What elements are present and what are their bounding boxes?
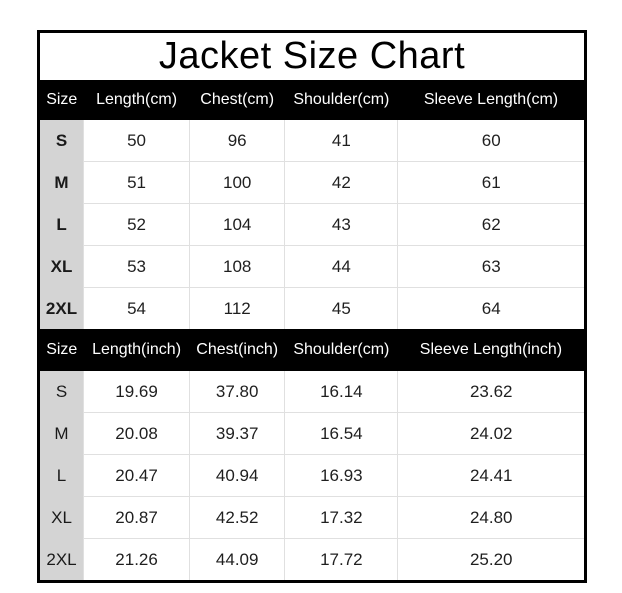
size-label-cell: M <box>40 412 84 455</box>
column-header: Shoulder(cm) <box>284 80 398 120</box>
table-row: S 50 96 41 60 <box>40 120 584 162</box>
size-label-cell: L <box>40 203 84 246</box>
table-row: 2XL 21.26 44.09 17.72 25.20 <box>40 538 584 580</box>
measurement-value-cell: 44.09 <box>189 538 285 580</box>
header-row: Size Length(inch) Chest(inch) Shoulder(cm) S… <box>40 329 584 371</box>
column-header: Shoulder(cm) <box>284 329 398 371</box>
column-header: Sleeve Length(inch) <box>397 329 584 371</box>
size-label-cell: S <box>40 371 84 413</box>
column-header: Sleeve Length(cm) <box>397 80 584 120</box>
column-header: Length(cm) <box>83 80 190 120</box>
table-row: M 51 100 42 61 <box>40 161 584 204</box>
size-label-cell: 2XL <box>40 538 84 580</box>
measurement-value-cell: 104 <box>189 203 285 246</box>
table-row: XL 53 108 44 63 <box>40 245 584 288</box>
table-row: 2XL 54 112 45 64 <box>40 287 584 329</box>
table-row: XL 20.87 42.52 17.32 24.80 <box>40 496 584 539</box>
table-row: L 52 104 43 62 <box>40 203 584 246</box>
size-label-cell: XL <box>40 496 84 539</box>
table-row: S 19.69 37.80 16.14 23.62 <box>40 371 584 413</box>
measurement-value-cell: 45 <box>284 287 398 329</box>
measurement-value-cell: 52 <box>83 203 190 246</box>
column-header: Size <box>40 80 84 120</box>
measurement-value-cell: 20.08 <box>83 412 190 455</box>
column-header: Size <box>40 329 84 371</box>
table-row: M 20.08 39.37 16.54 24.02 <box>40 412 584 455</box>
measurement-value-cell: 41 <box>284 120 398 162</box>
chart-title: Jacket Size Chart <box>158 35 466 77</box>
measurement-value-cell: 39.37 <box>189 412 285 455</box>
measurement-value-cell: 54 <box>83 287 190 329</box>
measurement-value-cell: 61 <box>397 161 584 204</box>
measurement-value-cell: 60 <box>397 120 584 162</box>
measurement-value-cell: 20.47 <box>83 454 190 497</box>
measurement-value-cell: 24.02 <box>397 412 584 455</box>
measurement-value-cell: 50 <box>83 120 190 162</box>
measurement-value-cell: 25.20 <box>397 538 584 580</box>
measurement-value-cell: 37.80 <box>189 371 285 413</box>
measurement-value-cell: 43 <box>284 203 398 246</box>
column-header: Length(inch) <box>83 329 190 371</box>
measurement-value-cell: 108 <box>189 245 285 288</box>
measurement-value-cell: 100 <box>189 161 285 204</box>
size-label-cell: S <box>40 120 84 162</box>
measurement-value-cell: 16.54 <box>284 412 398 455</box>
measurement-value-cell: 62 <box>397 203 584 246</box>
size-table-inch: Size Length(inch) Chest(inch) Shoulder(cm) S… <box>40 329 584 580</box>
header-row: Size Length(cm) Chest(cm) Shoulder(cm) Sleev… <box>40 80 584 120</box>
measurement-value-cell: 17.72 <box>284 538 398 580</box>
measurement-value-cell: 21.26 <box>83 538 190 580</box>
column-header: Chest(cm) <box>189 80 285 120</box>
size-label-cell: L <box>40 454 84 497</box>
measurement-value-cell: 42.52 <box>189 496 285 539</box>
measurement-value-cell: 63 <box>397 245 584 288</box>
measurement-value-cell: 23.62 <box>397 371 584 413</box>
measurement-value-cell: 40.94 <box>189 454 285 497</box>
size-label-cell: 2XL <box>40 287 84 329</box>
measurement-value-cell: 17.32 <box>284 496 398 539</box>
measurement-value-cell: 44 <box>284 245 398 288</box>
measurement-value-cell: 42 <box>284 161 398 204</box>
measurement-value-cell: 53 <box>83 245 190 288</box>
measurement-value-cell: 16.14 <box>284 371 398 413</box>
measurement-value-cell: 20.87 <box>83 496 190 539</box>
column-header: Chest(inch) <box>189 329 285 371</box>
measurement-value-cell: 112 <box>189 287 285 329</box>
size-label-cell: M <box>40 161 84 204</box>
measurement-value-cell: 19.69 <box>83 371 190 413</box>
size-table-cm: Size Length(cm) Chest(cm) Shoulder(cm) Sleev… <box>40 80 584 329</box>
measurement-value-cell: 96 <box>189 120 285 162</box>
size-chart-box: Jacket Size Chart Size Length(cm) Chest(cm… <box>37 30 587 583</box>
measurement-value-cell: 24.80 <box>397 496 584 539</box>
size-tables-container: Size Length(cm) Chest(cm) Shoulder(cm) Sleev… <box>40 80 584 580</box>
size-label-cell: XL <box>40 245 84 288</box>
measurement-value-cell: 16.93 <box>284 454 398 497</box>
measurement-value-cell: 51 <box>83 161 190 204</box>
measurement-value-cell: 24.41 <box>397 454 584 497</box>
table-row: L 20.47 40.94 16.93 24.41 <box>40 454 584 497</box>
measurement-value-cell: 64 <box>397 287 584 329</box>
